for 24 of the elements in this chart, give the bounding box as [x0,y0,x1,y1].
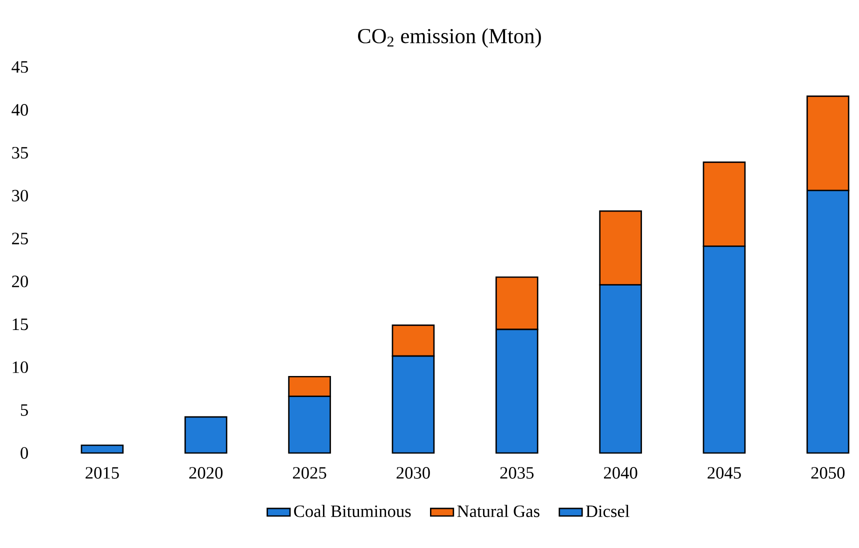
y-tick-label: 0 [20,447,28,459]
legend-label: Dicsel [586,504,630,518]
bar [80,444,124,454]
y-tick-label: 25 [12,232,28,244]
y-tick-label: 20 [12,276,28,288]
y-tick-label: 40 [12,104,28,116]
chart-title: CO$_{2}$ emission (Mton) [358,28,541,48]
x-tick-label: 2035 [500,467,534,479]
legend-label: Coal Bituminous [294,504,411,518]
legend-label: Natural Gas [457,504,540,518]
x-tick-label: 2030 [396,467,430,479]
x-tick-label: 2025 [292,467,326,479]
x-tick-label: 2050 [811,467,845,479]
bar [184,416,228,454]
y-tick-label: 30 [12,190,28,202]
x-tick-label: 2045 [708,467,741,479]
y-tick-label: 5 [20,404,28,416]
y-tick-label: 10 [12,361,28,374]
x-tick-label: 2040 [604,467,638,479]
y-tick-label: 15 [12,318,28,330]
y-tick-label: 45 [12,61,28,73]
x-tick-label: 2015 [86,467,119,479]
y-tick-label: 35 [12,146,28,159]
x-tick-label: 2020 [189,467,223,479]
